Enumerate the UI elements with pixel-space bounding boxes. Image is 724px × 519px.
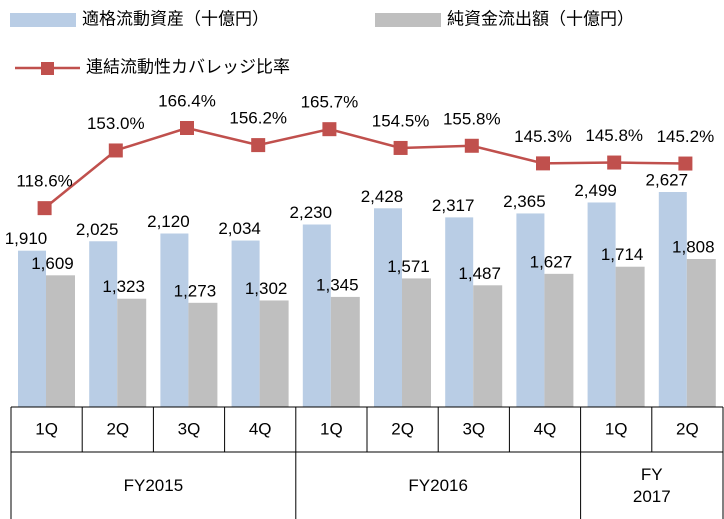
- line-marker: [464, 138, 479, 153]
- bar: [46, 275, 75, 407]
- bar-value-label: 1,627: [530, 252, 573, 271]
- group-label: FY 2017: [632, 464, 671, 506]
- bar: [18, 250, 46, 407]
- x-tick-label: 1Q: [605, 419, 628, 438]
- line-marker: [180, 121, 194, 135]
- line-marker: [108, 143, 123, 158]
- legend-swatch: [10, 13, 76, 27]
- bar-value-label: 1,273: [174, 281, 217, 300]
- line-value-label: 145.3%: [514, 127, 572, 146]
- line-value-label: 145.8%: [585, 126, 643, 145]
- bar: [516, 213, 545, 407]
- x-tick-label: 2Q: [676, 419, 699, 438]
- bar: [615, 266, 645, 407]
- x-tick-label: 4Q: [534, 419, 557, 438]
- bar-value-label: 2,230: [290, 203, 333, 222]
- bar: [89, 241, 118, 407]
- x-tick-label: 4Q: [249, 419, 272, 438]
- bar-value-label: 1,714: [601, 245, 644, 264]
- x-tick-label: 2Q: [391, 419, 414, 438]
- bar-value-label: 2,627: [646, 170, 689, 189]
- line-marker: [393, 140, 408, 155]
- line-marker: [536, 156, 550, 171]
- bar: [231, 240, 260, 407]
- x-tick-label: 3Q: [178, 419, 201, 438]
- line-value-label: 166.4%: [158, 91, 216, 110]
- bar-value-label: 1,487: [458, 264, 501, 283]
- bar: [544, 273, 574, 407]
- line-marker: [322, 122, 337, 137]
- x-tick-label: 2Q: [106, 419, 129, 438]
- legend-label: 純資金流出額（十億円）: [447, 9, 634, 28]
- bar-value-label: 1,323: [102, 277, 145, 296]
- bar-value-label: 2,428: [361, 187, 404, 206]
- group-label: FY2016: [408, 475, 468, 495]
- bar: [402, 278, 431, 407]
- bar: [117, 298, 147, 407]
- bar-value-label: 2,365: [503, 192, 546, 211]
- line-marker: [607, 155, 622, 170]
- line-marker: [678, 156, 693, 171]
- line-marker: [251, 138, 266, 153]
- bar-value-label: 1,345: [316, 275, 359, 294]
- bar-value-label: 2,025: [76, 220, 119, 239]
- bar: [330, 296, 360, 407]
- x-tick-label: 1Q: [35, 419, 58, 438]
- bar-value-label: 1,910: [5, 229, 48, 248]
- bar-value-label: 2,499: [574, 181, 617, 200]
- line-value-label: 153.0%: [87, 114, 145, 133]
- legend-label: 連結流動性カバレッジ比率: [86, 57, 290, 76]
- bar-value-label: 2,120: [147, 212, 190, 231]
- legend-label: 適格流動資産（十億円）: [82, 9, 269, 28]
- bar-value-label: 2,317: [432, 196, 475, 215]
- bar-value-label: 1,808: [672, 238, 715, 257]
- line: [43, 126, 686, 210]
- bar: [374, 208, 402, 407]
- bar: [658, 192, 687, 407]
- bar-value-label: 1,609: [31, 254, 74, 273]
- line-value-label: 155.8%: [443, 109, 501, 128]
- bar: [445, 217, 474, 407]
- bar: [302, 224, 331, 407]
- x-tick-label: 1Q: [320, 419, 343, 438]
- legend-marker: [41, 62, 54, 75]
- bar: [473, 285, 503, 407]
- line-marker: [37, 201, 52, 216]
- bar: [160, 233, 189, 407]
- line-value-label: 118.6%: [16, 172, 72, 191]
- line-value-label: 145.2%: [657, 127, 715, 146]
- bar: [259, 300, 289, 407]
- bar-value-label: 1,571: [387, 257, 430, 276]
- bar-value-label: 2,034: [218, 219, 261, 238]
- line-value-label: 156.2%: [229, 109, 287, 128]
- x-tick-label: 3Q: [462, 419, 485, 438]
- bar-value-label: 1,302: [245, 279, 288, 298]
- legend-swatch: [375, 13, 441, 27]
- line-value-label: 165.7%: [301, 93, 359, 112]
- bar: [587, 202, 616, 407]
- bar: [188, 302, 218, 407]
- group-label: FY2015: [123, 475, 184, 495]
- line-value-label: 154.5%: [372, 111, 430, 130]
- bar: [686, 259, 716, 407]
